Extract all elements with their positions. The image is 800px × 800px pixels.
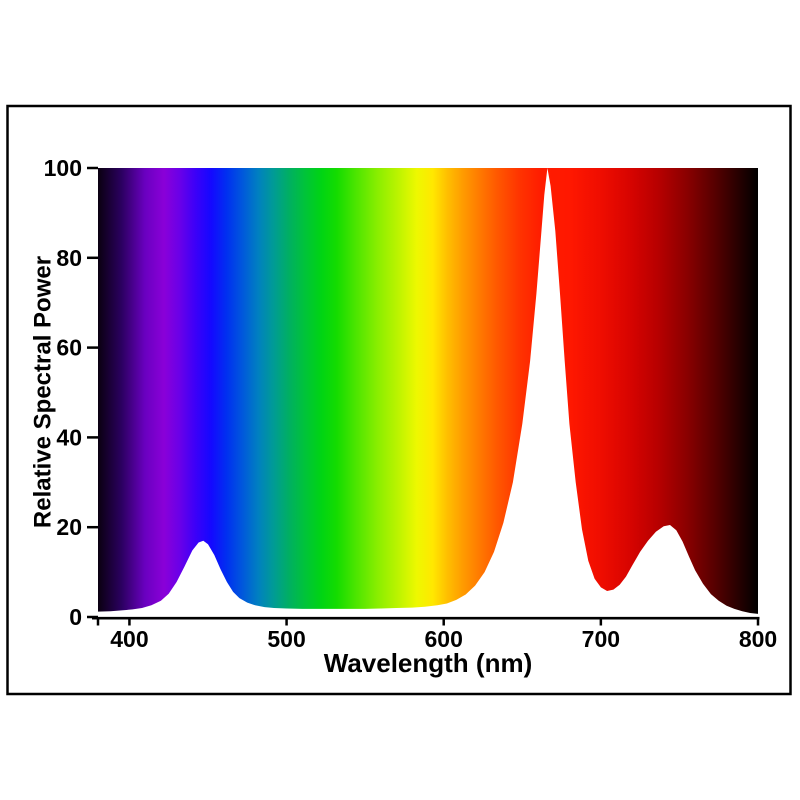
x-axis-title: Wavelength (nm)	[324, 648, 532, 678]
x-tick-label: 800	[739, 626, 777, 652]
spd-curve-area	[98, 168, 758, 617]
x-tick-label: 500	[267, 626, 305, 652]
x-tick-label: 400	[110, 626, 148, 652]
y-axis-title: Relative Spectral Power	[29, 256, 56, 528]
x-tick-label: 600	[425, 626, 463, 652]
y-tick-label: 100	[44, 155, 82, 181]
y-tick-label: 0	[69, 604, 82, 630]
y-tick-label: 80	[56, 245, 82, 271]
y-tick-label: 60	[56, 335, 82, 361]
x-tick-label: 700	[582, 626, 620, 652]
figure-frame	[6, 104, 792, 696]
y-tick-label: 40	[56, 424, 82, 450]
y-tick-label: 20	[56, 514, 82, 540]
x-axis-ticks: 400 500 600 700 800	[96, 617, 777, 652]
y-axis-ticks: 0 20 40 60 80 100	[44, 155, 98, 630]
